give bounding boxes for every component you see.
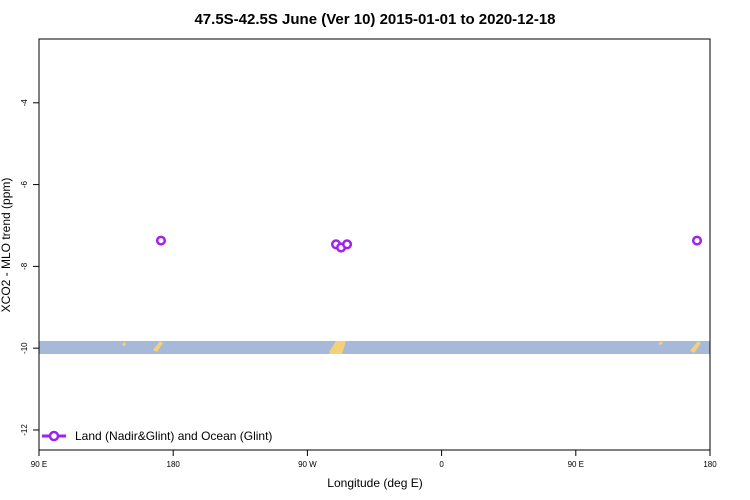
- x-tick-label: 180: [703, 460, 717, 469]
- x-tick-label: 90 E: [568, 460, 584, 469]
- x-tick-label: 180: [167, 460, 181, 469]
- data-point: [155, 235, 167, 246]
- x-axis-label: Longitude (deg E): [327, 476, 422, 490]
- x-tick-label: 90 E: [31, 460, 47, 469]
- y-axis-label: XCO2 - MLO trend (ppm): [0, 178, 13, 313]
- x-tick-label: 90 W: [298, 460, 317, 469]
- legend-label: Land (Nadir&Glint) and Ocean (Glint): [75, 429, 272, 443]
- plot-frame: [38, 38, 711, 451]
- chart-title: 47.5S-42.5S June (Ver 10) 2015-01-01 to …: [194, 11, 555, 28]
- data-point: [691, 235, 703, 246]
- y-tick-label: -10: [20, 342, 29, 354]
- ocean-band: [39, 341, 710, 354]
- y-tick-label: -8: [20, 262, 29, 270]
- map-strip: [39, 341, 710, 354]
- x-tick-label: 0: [439, 460, 444, 469]
- data-point: [342, 239, 353, 250]
- y-tick-label: -12: [20, 424, 29, 436]
- legend: Land (Nadir&Glint) and Ocean (Glint): [42, 429, 272, 443]
- y-tick-label: -6: [20, 180, 29, 188]
- y-tick-label: -4: [20, 99, 29, 107]
- legend-marker: [48, 430, 60, 442]
